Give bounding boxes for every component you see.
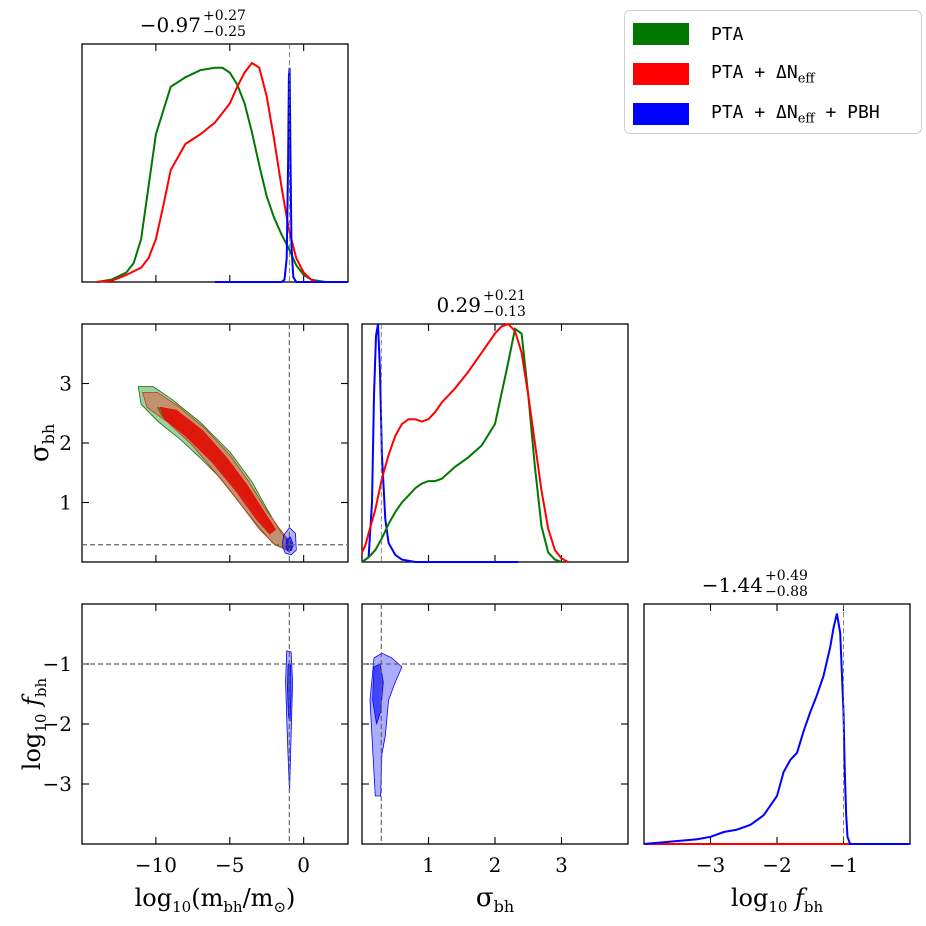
- lbl-bh: bh: [223, 898, 243, 916]
- x-axis-label-f: log10 fbh: [731, 884, 824, 916]
- y-axis-label-f: log10 fbh: [18, 677, 50, 770]
- y-tick-label: −1: [43, 652, 72, 676]
- curve-pbh-f: [643, 613, 910, 845]
- panel-frame: [81, 603, 349, 845]
- lbl-f-sub: bh: [804, 898, 824, 916]
- lbl-close: ): [286, 884, 295, 912]
- panel-r0-c0: [81, 43, 349, 283]
- curve-pta-sigma: [361, 327, 562, 563]
- x-axis-label-m: log10(mbh/m⊙): [135, 884, 296, 916]
- legend-entry-pta-neff: PTA + ΔNeff: [633, 59, 815, 89]
- panel-r2-c2: −3 −2 −1: [643, 603, 911, 877]
- x-tick-label: 1: [422, 853, 435, 877]
- x-tick-label: −5: [215, 853, 244, 877]
- legend-swatch-pta-neff-pbh: [633, 103, 689, 125]
- ylbl-f-10: 10: [32, 714, 50, 733]
- ylbl-f-main: f: [18, 693, 46, 714]
- lbl-sigma-sub: bh: [494, 897, 515, 916]
- legend-label-pta-neff-pbh: PTA + ΔNeff + PBH: [711, 102, 880, 127]
- diag-title-median: 0.29: [436, 293, 481, 317]
- legend-entry-pta: PTA: [633, 19, 744, 49]
- x-tick-label: −10: [135, 853, 177, 877]
- y-tick-label: 3: [59, 372, 72, 396]
- legend-swatch-pta: [633, 23, 689, 45]
- legend-label-pta-neff: PTA + ΔNeff: [711, 62, 815, 87]
- x-tick-label: 3: [555, 853, 568, 877]
- diag-title-minus: −0.13: [483, 304, 526, 320]
- lbl-f-main: f: [787, 884, 808, 912]
- ylbl-f-log: log: [18, 733, 46, 771]
- diag-title-median: −1.44: [702, 573, 763, 597]
- lbl-sigma: σ: [476, 883, 494, 913]
- curve-pta-neff-sigma: [361, 322, 569, 563]
- x-axis-label-sigma: σbh: [476, 883, 514, 916]
- lbl-log: log: [135, 884, 173, 912]
- legend-swatch-pta-neff: [633, 63, 689, 85]
- lbl-sun: ⊙: [273, 898, 286, 916]
- contour-m-sigma-inner-3: [159, 406, 276, 535]
- lbl-m: (m: [191, 884, 223, 912]
- legend-entry-pta-neff-pbh: PTA + ΔNeff + PBH: [633, 99, 880, 129]
- ylbl-f-sub: bh: [32, 677, 50, 697]
- curve-pta-m: [96, 66, 348, 283]
- diag-title-median: −0.97: [140, 13, 201, 37]
- diag-title-plus: +0.21: [483, 288, 526, 304]
- lbl-slash: /m: [243, 884, 274, 912]
- legend-label-pbh-sub: eff: [797, 111, 815, 127]
- x-tick-label: 0: [297, 853, 310, 877]
- x-tick-label: 2: [489, 853, 502, 877]
- curve-pbh-sigma: [361, 323, 519, 563]
- legend-label-pta-neff-main: PTA + ΔN: [711, 61, 798, 83]
- panel-frame: [361, 323, 629, 563]
- legend-label-pbh-suffix: + PBH: [814, 101, 880, 123]
- x-tick-label: −1: [829, 853, 858, 877]
- diag-title-plus: +0.49: [765, 568, 808, 584]
- curve-pbh-m: [215, 67, 348, 283]
- y-axis-label-sigma: σbh: [25, 424, 58, 462]
- panel-r2-c0: −10 −5 0 −3 −2 −1: [43, 603, 349, 877]
- legend-label-pta-neff-sub: eff: [797, 71, 815, 87]
- y-tick-label: 1: [59, 491, 72, 515]
- y-tick-label: 2: [59, 431, 72, 455]
- x-tick-label: −3: [696, 853, 725, 877]
- diag-title-minus: −0.88: [765, 584, 808, 600]
- ylbl-sigma-sub: bh: [39, 424, 58, 445]
- y-tick-label: −3: [43, 772, 72, 796]
- curve-pta-neff-m: [96, 61, 348, 283]
- lbl-f-10: 10: [768, 898, 787, 916]
- lbl-10: 10: [172, 898, 191, 916]
- diag-title-plus: +0.27: [203, 8, 246, 24]
- panel-frame: [361, 603, 629, 845]
- legend-label-pbh-main: PTA + ΔN: [711, 101, 798, 123]
- panel-r1-c1: [361, 323, 629, 563]
- y-tick-label: −2: [43, 712, 72, 736]
- panel-r2-c1: 1 2 3: [361, 603, 629, 877]
- ylbl-sigma: σ: [25, 444, 55, 462]
- diag-title-minus: −0.25: [203, 24, 246, 40]
- legend-label-pta: PTA: [711, 23, 744, 45]
- lbl-f-log: log: [731, 884, 769, 912]
- x-tick-label: −2: [762, 853, 791, 877]
- legend: PTA PTA + ΔNeff PTA + ΔNeff + PBH: [624, 10, 922, 134]
- panel-r1-c0: 1 2 3: [59, 323, 349, 563]
- panel-frame: [643, 603, 911, 845]
- panel-frame: [81, 43, 349, 283]
